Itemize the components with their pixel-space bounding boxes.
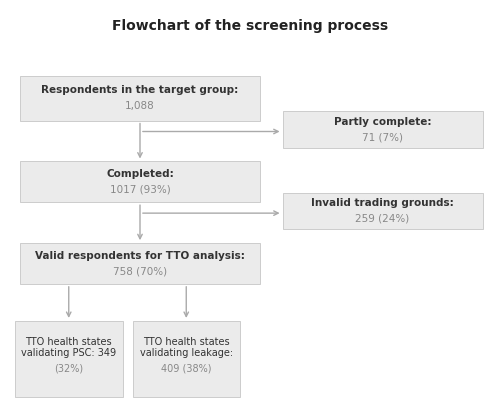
Text: Completed:: Completed: xyxy=(106,169,174,179)
FancyBboxPatch shape xyxy=(282,193,482,229)
Text: TTO health states: TTO health states xyxy=(143,337,230,347)
Text: 1017 (93%): 1017 (93%) xyxy=(110,185,170,195)
Text: TTO health states: TTO health states xyxy=(26,337,112,347)
FancyBboxPatch shape xyxy=(132,321,240,397)
Text: validating PSC: 349: validating PSC: 349 xyxy=(21,348,116,358)
FancyBboxPatch shape xyxy=(15,321,122,397)
Text: Invalid trading grounds:: Invalid trading grounds: xyxy=(311,198,454,208)
Text: 259 (24%): 259 (24%) xyxy=(356,214,410,224)
Text: 758 (70%): 758 (70%) xyxy=(113,266,167,276)
Text: Respondents in the target group:: Respondents in the target group: xyxy=(42,86,238,95)
Text: Valid respondents for TTO analysis:: Valid respondents for TTO analysis: xyxy=(35,251,245,261)
Text: 71 (7%): 71 (7%) xyxy=(362,132,403,142)
FancyBboxPatch shape xyxy=(20,243,260,284)
FancyBboxPatch shape xyxy=(20,161,260,202)
FancyBboxPatch shape xyxy=(20,76,260,121)
Text: (32%): (32%) xyxy=(54,363,84,373)
Text: Partly complete:: Partly complete: xyxy=(334,117,431,127)
Text: 1,088: 1,088 xyxy=(125,101,155,111)
Text: validating leakage:: validating leakage: xyxy=(140,348,233,358)
Text: 409 (38%): 409 (38%) xyxy=(161,363,212,373)
FancyBboxPatch shape xyxy=(282,111,482,148)
Text: Flowchart of the screening process: Flowchart of the screening process xyxy=(112,19,388,33)
